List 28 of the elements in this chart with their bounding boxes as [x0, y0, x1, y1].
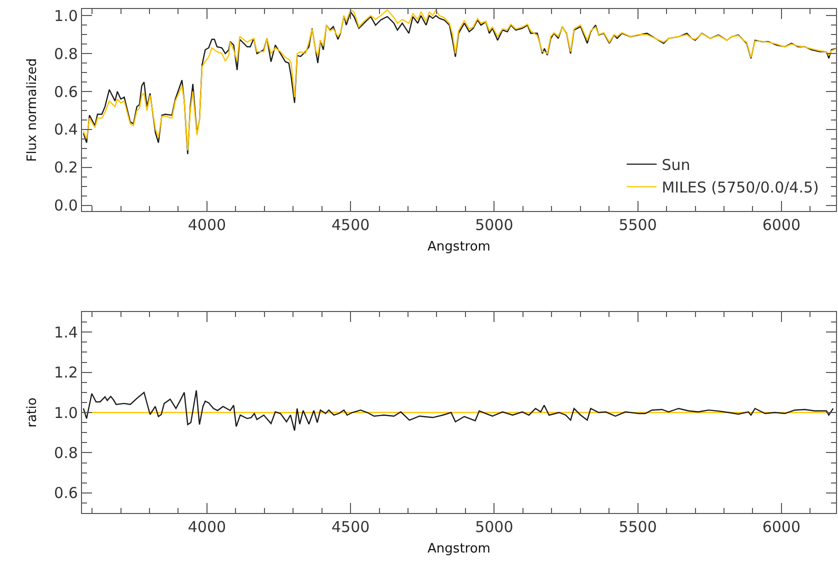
- x-tick-label: 5500: [618, 216, 657, 234]
- x-tick-label: 4500: [331, 518, 370, 536]
- y-tick-label: 0.4: [54, 120, 78, 139]
- x-axis-title: Angstrom: [428, 542, 490, 557]
- line-series: [82, 390, 834, 432]
- y-tick-label: 0.8: [54, 44, 78, 63]
- y-tick-label: 0.2: [54, 158, 78, 177]
- x-tick-label: 5000: [475, 216, 514, 234]
- x-axis-title: Angstrom: [428, 240, 490, 255]
- x-tick-label: 6000: [762, 518, 801, 536]
- x-tick-label: 4000: [188, 216, 226, 234]
- x-tick-label: 4000: [188, 518, 226, 536]
- y-tick-label: 0.6: [54, 82, 78, 101]
- y-tick-label: 1.0: [54, 404, 78, 422]
- legend-label: Sun: [662, 156, 690, 174]
- y-tick-label: 1.4: [54, 323, 78, 342]
- x-tick-label: 5500: [618, 518, 657, 536]
- x-tick-label: 4500: [331, 216, 370, 234]
- y-tick-label: 0.0: [54, 196, 78, 215]
- y-tick-label: 1.0: [54, 6, 78, 25]
- x-tick-label: 5000: [475, 518, 514, 536]
- y-tick-label: 0.8: [54, 444, 78, 462]
- y-tick-label: 1.2: [54, 364, 78, 382]
- y-axis-title: ratio: [24, 397, 40, 428]
- x-tick-label: 6000: [762, 216, 801, 234]
- y-axis-title: Flux normalized: [24, 58, 40, 162]
- y-tick-label: 0.6: [54, 484, 78, 502]
- legend-label: MILES (5750/0.0/4.5): [662, 178, 819, 197]
